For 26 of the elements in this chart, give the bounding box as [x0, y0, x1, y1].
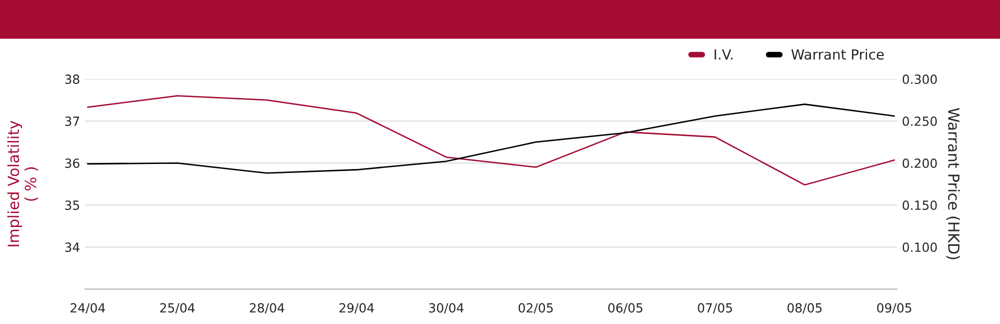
line-series: [86, 95, 896, 186]
x-tick-label: 30/04: [429, 303, 464, 314]
x-tick-label: 06/05: [608, 303, 642, 314]
x-tick-label: 08/05: [788, 303, 822, 314]
x-tick-label: 29/04: [339, 303, 374, 314]
y2-tick-label: 0.150: [902, 200, 937, 210]
x-tick-label: 24/04: [70, 303, 105, 314]
y2-tick-label: 0.250: [902, 116, 937, 126]
x-tick-label: 25/04: [160, 303, 195, 314]
y-axis-title: Implied Volatility ( % ): [7, 120, 38, 246]
legend-label: Warrant Price: [791, 48, 884, 60]
legend-label: I.V.: [714, 49, 732, 60]
y2-tick-label: 0.300: [902, 74, 937, 84]
y2-tick-label: 0.200: [902, 158, 937, 168]
x-tick-label: 02/05: [518, 303, 553, 314]
y2-tick-label: 0.100: [902, 242, 937, 252]
x-tick-label: 07/05: [698, 303, 732, 314]
y2-axis-title: Warrant Price (HKD): [946, 108, 960, 260]
line-series: [86, 104, 896, 174]
y-tick-label: 37: [65, 116, 80, 126]
x-tick-label: 28/04: [250, 303, 284, 314]
y-tick-label: 38: [65, 74, 80, 84]
y-tick-label: 36: [65, 158, 80, 168]
y-tick-label: 35: [65, 200, 80, 210]
y-tick-label: 34: [65, 242, 80, 252]
x-tick-label: 09/05: [877, 303, 912, 314]
